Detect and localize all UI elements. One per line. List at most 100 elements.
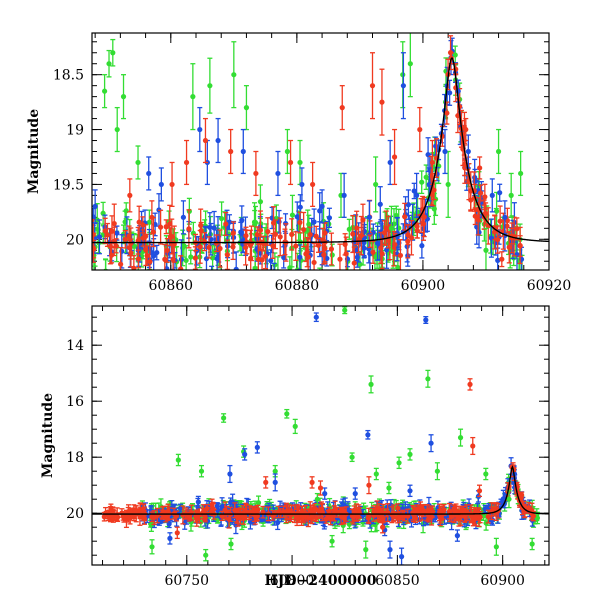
blue-data-point xyxy=(215,117,221,164)
blue-baseline-point xyxy=(154,244,160,261)
red-baseline-point xyxy=(108,246,115,264)
x-tick-label: 60880 xyxy=(275,278,320,294)
red-baseline-point xyxy=(342,233,348,256)
red-data-point xyxy=(127,178,133,213)
green-data-point xyxy=(114,106,120,153)
blue-data-point xyxy=(227,464,233,484)
red-baseline-point xyxy=(230,233,236,261)
green-data-point xyxy=(190,63,196,131)
y-tick-label: 18 xyxy=(66,450,84,466)
red-data-point xyxy=(228,128,234,175)
red-baseline-point xyxy=(452,505,458,518)
red-baseline-point xyxy=(154,507,160,524)
green-data-point xyxy=(297,139,303,186)
red-baseline-point xyxy=(144,245,150,267)
green-data-point xyxy=(386,481,392,495)
green-data-point xyxy=(434,462,440,481)
upper-panel-y-axis-label: Magnitude xyxy=(26,109,42,194)
green-data-point xyxy=(368,375,374,394)
y-tick-label: 16 xyxy=(66,394,84,410)
blue-data-point xyxy=(197,106,203,153)
y-tick-label: 14 xyxy=(66,338,84,354)
red-data-point xyxy=(209,498,215,512)
lower-panel-ticks xyxy=(92,306,549,565)
red-early-point xyxy=(114,512,121,523)
red-data-point xyxy=(369,52,376,120)
lower-panel-y-tick-labels: 14 16 18 20 xyxy=(66,338,84,522)
green-data-point xyxy=(198,464,205,478)
blue-baseline-point xyxy=(96,219,103,255)
green-data-point xyxy=(228,537,234,551)
red-data-point xyxy=(202,117,209,164)
red-baseline-point xyxy=(476,197,482,223)
red-baseline-point xyxy=(381,220,388,246)
blue-data-point xyxy=(275,150,281,197)
x-tick-label: 60860 xyxy=(149,278,194,294)
green-data-point xyxy=(518,150,524,197)
blue-data-point xyxy=(400,52,406,120)
green-data-point xyxy=(363,540,369,559)
blue-baseline-point xyxy=(239,205,245,236)
red-baseline-point xyxy=(307,501,313,520)
green-baseline-point xyxy=(289,194,296,236)
red-baseline-point xyxy=(158,209,164,245)
red-baseline-point xyxy=(297,211,303,234)
green-data-point xyxy=(221,413,227,423)
red-baseline-point xyxy=(178,255,184,270)
green-data-point xyxy=(203,548,209,562)
red-data-point xyxy=(169,161,175,208)
green-data-point xyxy=(329,534,335,548)
blue-data-point xyxy=(502,200,508,235)
red-data-point xyxy=(417,106,423,153)
lower-panel-x-axis-label: HJD−2400000 xyxy=(265,573,377,589)
red-baseline-point xyxy=(341,511,347,525)
red-baseline-point xyxy=(217,229,223,268)
upper-panel-y-tick-labels: 18.5 19 19.5 20 xyxy=(53,68,84,249)
blue-data-point xyxy=(365,429,371,440)
blue-baseline-point xyxy=(419,232,425,259)
red-data-point xyxy=(366,476,372,495)
blue-data-point xyxy=(322,487,328,500)
lower-panel-data-points xyxy=(101,306,541,565)
red-data-point xyxy=(183,139,190,186)
blue-data-point xyxy=(254,441,260,454)
red-data-point xyxy=(174,526,180,540)
blue-baseline-point xyxy=(297,244,303,270)
blue-data-point xyxy=(92,189,98,224)
green-data-point xyxy=(483,227,489,270)
blue-data-point xyxy=(352,487,358,500)
red-data-point xyxy=(380,520,386,534)
green-data-point xyxy=(342,306,348,315)
green-data-point xyxy=(495,128,502,175)
blue-baseline-point xyxy=(326,207,333,229)
green-baseline-point xyxy=(419,170,425,195)
red-baseline-point xyxy=(497,205,503,237)
red-baseline-point xyxy=(360,203,366,237)
red-baseline-point xyxy=(206,236,212,259)
red-data-point xyxy=(309,476,315,489)
red-baseline-point xyxy=(109,215,115,248)
lower-panel-frame xyxy=(91,305,550,566)
red-data-point xyxy=(429,139,435,186)
blue-baseline-point xyxy=(377,186,383,223)
red-baseline-point xyxy=(186,209,192,249)
upper-panel-x-tick-labels: 60860 60880 60900 60920 xyxy=(149,278,572,294)
red-data-point xyxy=(149,200,155,235)
blue-data-point xyxy=(428,434,434,453)
red-data-point xyxy=(470,436,476,456)
green-data-point xyxy=(349,452,355,463)
red-baseline-point xyxy=(92,239,97,259)
red-baseline-point xyxy=(446,502,453,520)
blue-baseline-point xyxy=(233,251,239,270)
green-data-point xyxy=(106,49,112,78)
red-baseline-point xyxy=(136,205,142,239)
red-baseline-point xyxy=(492,214,498,250)
green-data-point xyxy=(110,38,116,67)
blue-baseline-point xyxy=(177,503,184,513)
green-baseline-point xyxy=(188,249,194,265)
red-baseline-point xyxy=(517,226,523,265)
green-data-point xyxy=(284,408,290,419)
x-tick-label: 60750 xyxy=(164,573,209,589)
red-baseline-point xyxy=(478,184,484,202)
red-baseline-point xyxy=(234,507,240,523)
